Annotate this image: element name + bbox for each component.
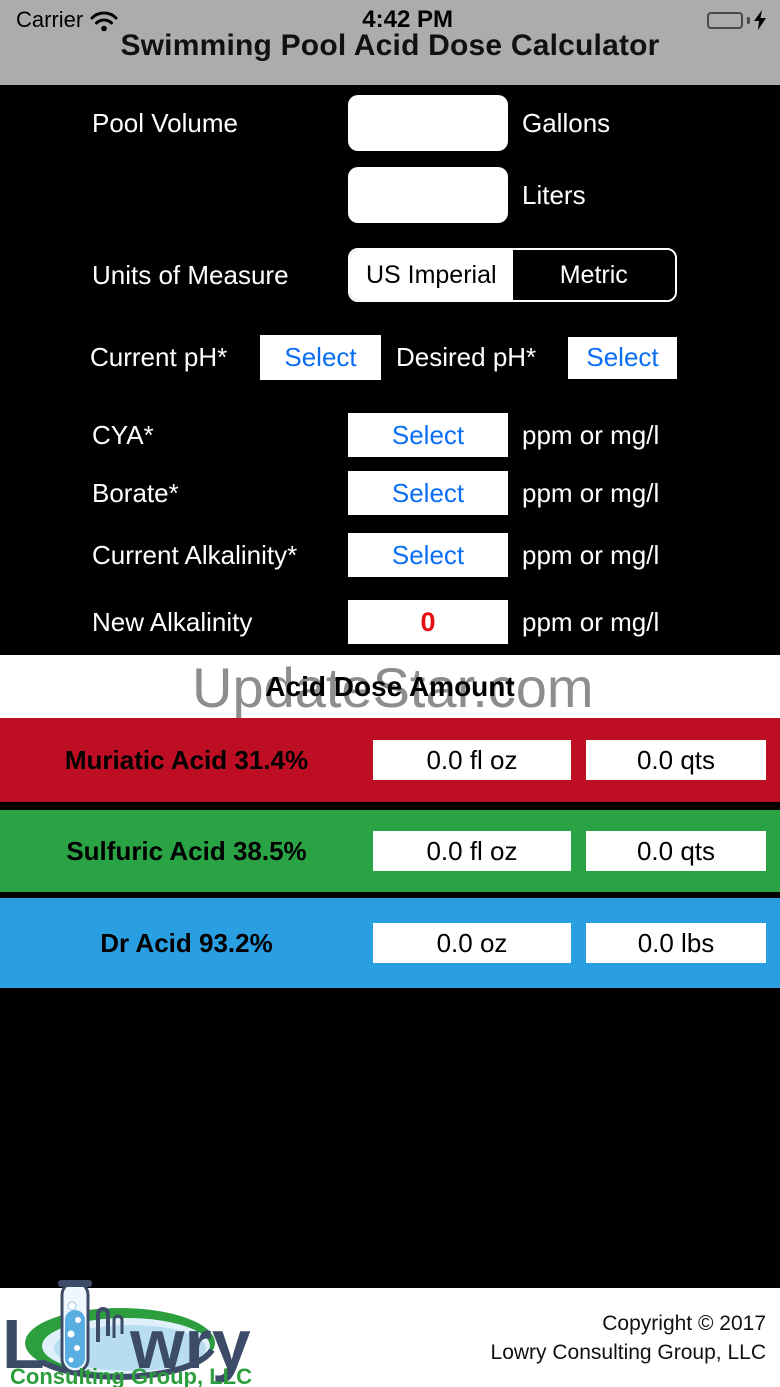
- spacer: [0, 988, 780, 1288]
- borate-row: Borate* Select ppm or mg/l: [0, 471, 780, 515]
- current-alkalinity-select-button[interactable]: Select: [348, 533, 508, 577]
- svg-text:Consulting Group, LLC: Consulting Group, LLC: [10, 1364, 252, 1387]
- footer: L wry Consulting Group, LLC Copyright © …: [0, 1280, 780, 1387]
- calculator-form: Pool Volume Gallons Liters Units of Meas…: [0, 85, 780, 655]
- current-ph-label: Current pH*: [90, 342, 228, 372]
- gallons-input[interactable]: [348, 95, 508, 151]
- new-alkalinity-row: New Alkalinity 0 ppm or mg/l: [0, 600, 780, 644]
- copyright-line2: Lowry Consulting Group, LLC: [490, 1340, 766, 1364]
- sulfuric-acid-row: Sulfuric Acid 38.5% 0.0 fl oz 0.0 qts: [0, 810, 780, 892]
- copyright-text: Copyright © 2017 Lowry Consulting Group,…: [491, 1310, 766, 1368]
- units-row: Units of Measure US Imperial Metric: [0, 248, 780, 302]
- acid-dose-header: UpdateStar.com Acid Dose Amount: [0, 655, 780, 718]
- ph-row: Current pH* Select Desired pH* Select: [0, 335, 780, 380]
- status-bar: Carrier 4:42 PM: [0, 0, 780, 34]
- pool-volume-liters-row: Liters: [0, 167, 780, 223]
- gallons-unit-label: Gallons: [522, 107, 611, 138]
- current-alkalinity-label: Current Alkalinity*: [92, 539, 298, 570]
- charging-bolt-icon: [754, 10, 766, 30]
- dry-acid-row: Dr Acid 93.2% 0.0 oz 0.0 lbs: [0, 898, 780, 988]
- wifi-icon: [90, 11, 118, 31]
- current-alkalinity-unit-label: ppm or mg/l: [522, 539, 660, 570]
- new-alkalinity-label: New Alkalinity: [92, 606, 253, 637]
- dry-acid-label: Dr Acid 93.2%: [100, 927, 273, 958]
- new-alkalinity-value: 0: [348, 600, 508, 644]
- dry-acid-lbs-value: 0.0 lbs: [586, 923, 766, 963]
- carrier-label: Carrier: [16, 7, 84, 32]
- updatestar-watermark: UpdateStar.com: [192, 656, 594, 718]
- muriatic-floz-value: 0.0 fl oz: [373, 740, 571, 780]
- borate-select-button[interactable]: Select: [348, 471, 508, 515]
- liters-input[interactable]: [348, 167, 508, 223]
- copyright-line1: Copyright © 2017: [602, 1312, 766, 1335]
- sulfuric-floz-value: 0.0 fl oz: [373, 831, 571, 871]
- page-title: Swimming Pool Acid Dose Calculator: [120, 29, 660, 62]
- pool-volume-gallons-row: Pool Volume Gallons: [0, 95, 780, 151]
- current-ph-select-button[interactable]: Select: [260, 335, 381, 380]
- new-alkalinity-unit-label: ppm or mg/l: [522, 606, 660, 637]
- sulfuric-acid-label: Sulfuric Acid 38.5%: [66, 835, 307, 866]
- borate-unit-label: ppm or mg/l: [522, 477, 660, 508]
- battery-icon: [707, 11, 743, 29]
- header: Carrier 4:42 PM Swimming Pool Acid Dose …: [0, 0, 780, 85]
- liters-unit-label: Liters: [522, 179, 586, 210]
- acid-dose-heading: Acid Dose Amount: [265, 671, 515, 702]
- clock: 4:42 PM: [362, 6, 453, 33]
- svg-text:wry: wry: [129, 1305, 251, 1383]
- units-segmented-control: US Imperial Metric: [348, 248, 677, 302]
- muriatic-acid-row: Muriatic Acid 31.4% 0.0 fl oz 0.0 qts: [0, 718, 780, 802]
- segment-metric[interactable]: Metric: [512, 250, 675, 300]
- cya-label: CYA*: [92, 419, 154, 450]
- cya-unit-label: ppm or mg/l: [522, 419, 660, 450]
- lowry-logo: L wry Consulting Group, LLC: [2, 1280, 252, 1387]
- borate-label: Borate*: [92, 477, 179, 508]
- current-alkalinity-row: Current Alkalinity* Select ppm or mg/l: [0, 533, 780, 577]
- svg-text:L: L: [2, 1305, 45, 1383]
- muriatic-qts-value: 0.0 qts: [586, 740, 766, 780]
- desired-ph-label: Desired pH*: [396, 342, 537, 372]
- pool-volume-label: Pool Volume: [92, 107, 238, 138]
- sulfuric-qts-value: 0.0 qts: [586, 831, 766, 871]
- cya-select-button[interactable]: Select: [348, 413, 508, 457]
- cya-row: CYA* Select ppm or mg/l: [0, 413, 780, 457]
- dry-acid-oz-value: 0.0 oz: [373, 923, 571, 963]
- segment-us-imperial[interactable]: US Imperial: [350, 250, 513, 300]
- units-of-measure-label: Units of Measure: [92, 259, 289, 290]
- battery-nub: [747, 16, 750, 24]
- desired-ph-select-button[interactable]: Select: [568, 336, 677, 379]
- muriatic-acid-label: Muriatic Acid 31.4%: [64, 744, 309, 775]
